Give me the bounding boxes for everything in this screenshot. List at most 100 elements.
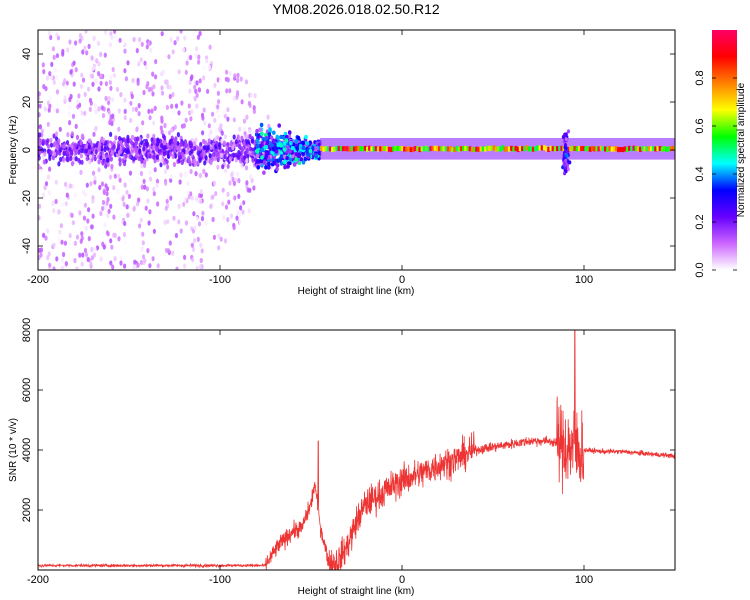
spectrogram-cell <box>223 154 227 160</box>
spectrogram-cell <box>46 174 51 180</box>
colorbar-tick-label: 0.4 <box>694 166 706 181</box>
spectrogram-cell <box>163 168 168 175</box>
spectrogram-cell <box>131 77 135 84</box>
spectrogram-cell <box>553 146 557 152</box>
spectrogram-cell <box>283 147 287 152</box>
spectrogram-cell <box>647 146 651 152</box>
spectrogram-cell <box>595 146 599 152</box>
spectrogram-cell <box>62 157 66 163</box>
y-tick-label: 0 <box>21 147 33 153</box>
spectrogram-cell <box>52 208 56 214</box>
spectrogram-cell <box>597 146 601 152</box>
spectrogram-cell <box>70 161 75 167</box>
spectrogram-cell <box>366 146 369 152</box>
spectrogram-cell <box>156 138 160 144</box>
x-tick-label: 0 <box>399 574 405 586</box>
spectrogram-cell <box>383 145 387 151</box>
spectrogram-cell <box>88 144 92 150</box>
spectrogram-cell <box>193 145 197 151</box>
spectrogram-cell <box>126 212 130 218</box>
spectrogram-cell <box>249 174 253 180</box>
spectrogram-cell <box>109 75 113 81</box>
spectrogram-cell <box>103 147 107 153</box>
spectrogram-cell <box>90 255 94 261</box>
spectrogram-cell <box>42 232 46 238</box>
spectrogram-cell <box>140 128 144 134</box>
spectrogram-cell <box>211 216 215 223</box>
y-tick-label: 40 <box>21 48 33 60</box>
spectrogram-cell <box>224 149 228 155</box>
spectrogram-cell <box>142 146 146 152</box>
spectrogram-cell <box>245 148 249 154</box>
spectrogram-cell <box>66 47 70 53</box>
spectrogram-cell <box>113 33 117 40</box>
spectrogram-cell <box>271 146 276 152</box>
colorbar-gradient <box>712 30 737 270</box>
spectrogram-cell <box>201 81 205 87</box>
spectrogram-cell <box>123 68 127 74</box>
spectrogram-cell <box>137 111 141 117</box>
spectrogram-cell <box>103 30 107 35</box>
spectrogram-cell <box>140 184 144 190</box>
spectrogram-cell <box>196 150 200 156</box>
spectrogram-cell <box>529 146 533 152</box>
spectrogram-cell <box>118 177 122 183</box>
spectrogram-cell <box>63 78 67 84</box>
spectrogram-cell <box>163 144 167 151</box>
spectrogram-cell <box>264 144 269 150</box>
spectrogram-cell <box>99 80 103 86</box>
spectrogram-cell <box>126 60 130 66</box>
spectrogram-cell <box>104 81 108 87</box>
spectrogram-cell <box>190 195 194 201</box>
spectrogram-cell <box>123 108 127 114</box>
spectrogram-cell <box>111 264 115 270</box>
spectrogram-cell <box>288 160 292 166</box>
spectrogram-cell <box>166 219 170 225</box>
spectrogram-cell <box>232 134 236 140</box>
spectrogram-cell <box>266 114 270 120</box>
spectrogram-cell <box>190 143 194 149</box>
spectrogram-cell <box>102 153 106 159</box>
spectrogram-cell <box>350 145 354 151</box>
snr-y-label: SNR (10 * v/v) <box>8 418 19 482</box>
spectrogram-cell <box>101 160 105 166</box>
spectrogram-cell <box>525 145 529 151</box>
spectrogram-cell <box>405 146 409 152</box>
spectrogram-cell <box>44 235 48 241</box>
spectrogram-cell <box>47 107 51 113</box>
spectrogram-cell <box>166 164 170 170</box>
spectrogram-cell <box>147 87 151 93</box>
spectrogram-cell <box>73 142 78 148</box>
spectrogram-cell <box>209 203 213 209</box>
spectrogram-cell <box>83 91 87 97</box>
spectrogram-cell <box>80 72 84 78</box>
spectrogram-cell <box>560 145 564 151</box>
spectrogram-cell <box>83 110 87 116</box>
spectrogram-cell <box>169 195 173 201</box>
spectrogram-cell <box>57 161 61 167</box>
spectrogram-cell <box>207 145 211 151</box>
spectrogram-cell <box>86 256 90 263</box>
spectrogram-cell <box>285 134 289 140</box>
spectrogram-cell <box>245 158 249 164</box>
spectrogram-cell <box>538 145 542 151</box>
spectrogram-cell <box>88 154 92 160</box>
spectrogram-cell <box>104 95 108 102</box>
spectrogram-cell <box>233 73 237 79</box>
spectrogram-cell <box>556 146 559 152</box>
spectrogram-cell <box>55 108 60 114</box>
snr-ticks: -200 -100 0 100 2000 4000 6000 8000 <box>21 318 675 586</box>
spectrogram-cell <box>142 178 146 184</box>
spectrogram-cell <box>99 155 103 161</box>
spectrogram-cell <box>232 180 236 187</box>
spectrogram-cell <box>630 146 634 152</box>
spectrogram-cell <box>242 200 246 206</box>
spectrogram-cell <box>200 152 204 158</box>
colorbar-tick-label: 0.6 <box>694 118 706 133</box>
spectrogram-cell <box>79 83 83 89</box>
spectrogram-cell <box>168 84 172 90</box>
spectrogram-cell <box>75 134 80 140</box>
spectrogram-cell <box>103 204 107 210</box>
spectrogram-cell <box>139 217 143 223</box>
spectrogram-cell <box>93 179 97 185</box>
